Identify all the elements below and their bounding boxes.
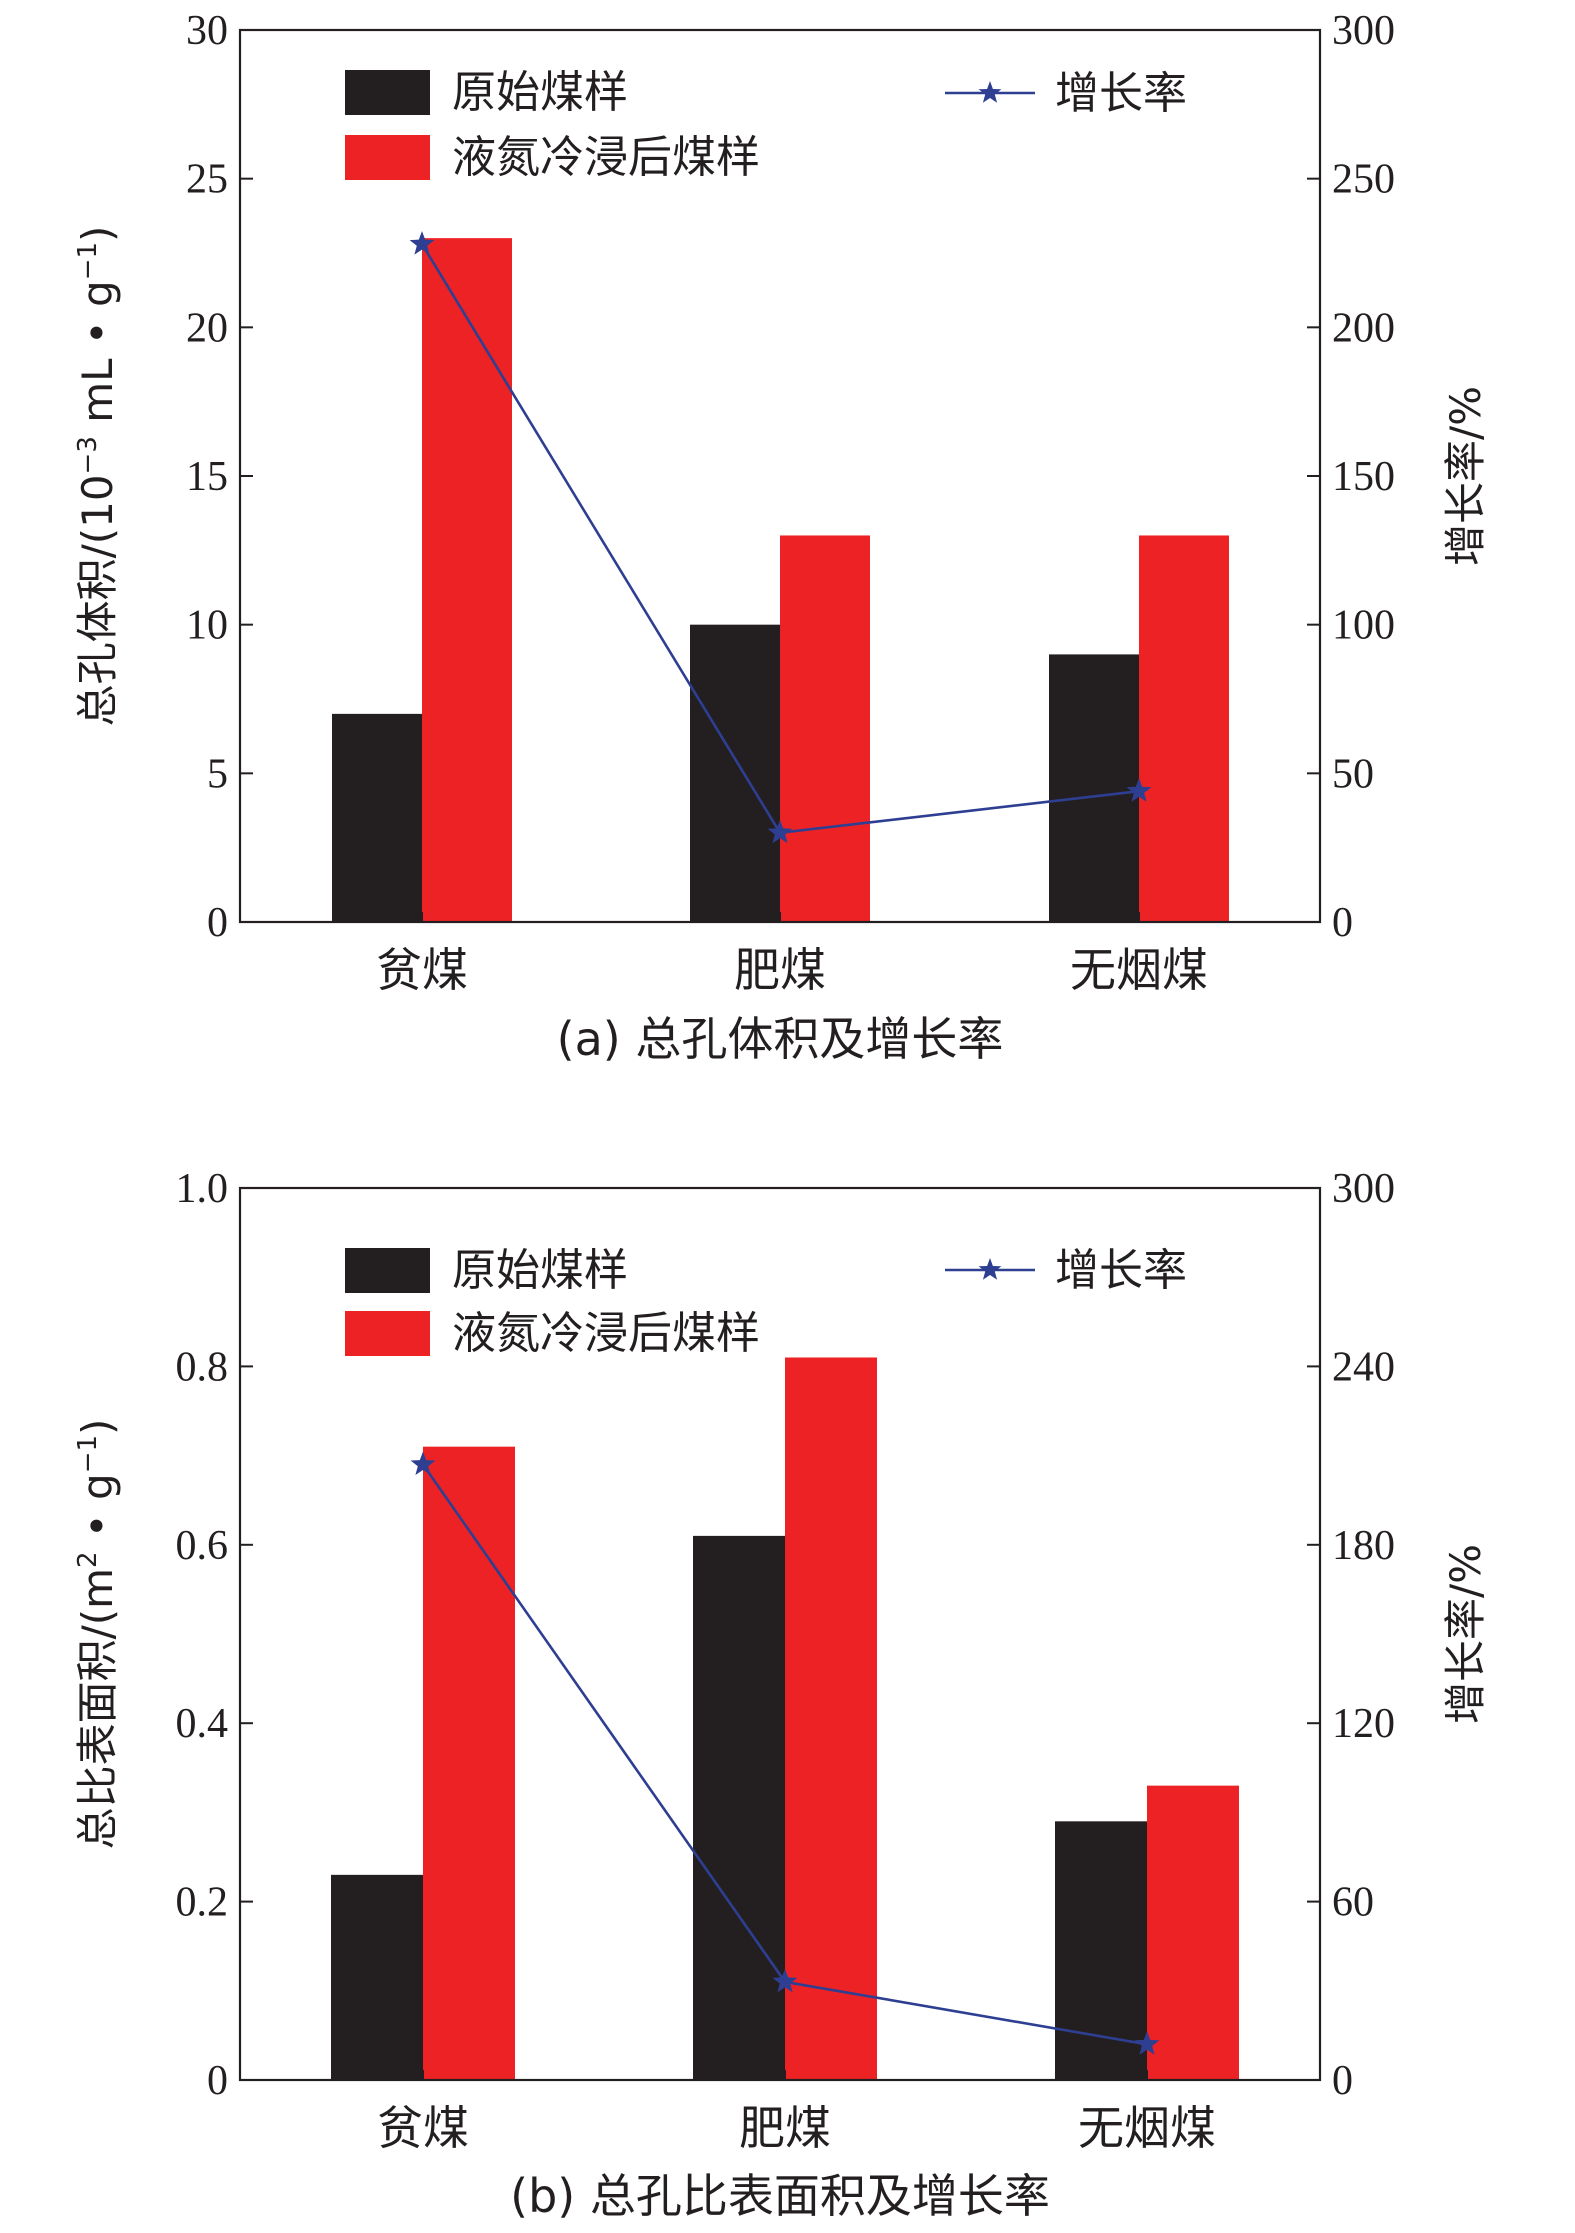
bar-treated-0: [422, 238, 512, 923]
legend-marker-growth: [978, 1258, 1002, 1280]
y-tick-label-1: 5: [207, 751, 228, 797]
y-tick-label-6: 30: [186, 8, 228, 54]
legend-label-original: 原始煤样: [452, 67, 628, 118]
y2-tick-label-1: 60: [1332, 1880, 1374, 1926]
y2-axis-label: 增长率/%: [1441, 1544, 1490, 1724]
y2-tick-label-6: 300: [1332, 8, 1395, 54]
legend-swatch-original: [345, 70, 430, 115]
y2-tick-label-4: 240: [1332, 1344, 1395, 1390]
y-tick-label-3: 0.6: [176, 1523, 229, 1569]
legend-label-growth: 增长率: [1055, 68, 1187, 119]
y2-tick-label-0: 0: [1332, 900, 1353, 946]
y-axis-label: 总比表面积/(m2 • g−1): [73, 1419, 122, 1850]
bar-treated-2: [1139, 535, 1229, 922]
bar-treated-0: [423, 1446, 515, 2080]
growth-marker-1: [772, 1968, 798, 1993]
growth-marker-0: [409, 231, 435, 255]
y2-axis-label: 增长率/%: [1441, 386, 1490, 566]
y-axis-label: 总孔体积/(10−3 mL • g−1): [73, 226, 122, 727]
growth-marker-2: [1126, 778, 1152, 802]
chart-total-specific-surface-area: 0 0.2 0.4 0.6 0.8 1.0 0 60 120 180 240 300 贫煤 肥煤 无烟煤 总比…: [73, 1166, 1490, 2223]
x-tick-label-2: 无烟煤: [1078, 2101, 1216, 2155]
y2-tick-label-2: 120: [1332, 1701, 1395, 1747]
y-tick-label-4: 0.8: [176, 1344, 229, 1390]
x-tick-label-0: 贫煤: [377, 2101, 469, 2155]
y-tick-label-0: 0: [207, 2058, 228, 2104]
y-tick-label-3: 15: [186, 454, 228, 500]
y2-tick-label-3: 180: [1332, 1523, 1395, 1569]
y-tick-label-2: 10: [186, 603, 228, 649]
bar-original-2: [1049, 654, 1139, 922]
y2-tick-label-5: 250: [1332, 157, 1395, 203]
bar-treated-1: [780, 535, 870, 922]
y-tick-label-5: 25: [186, 157, 228, 203]
growth-marker-0: [410, 1451, 436, 1475]
legend-label-original: 原始煤样: [452, 1245, 628, 1296]
plot-frame: [238, 1186, 1322, 2082]
legend-swatch-treated: [345, 135, 430, 180]
y2-tick-label-0: 0: [1332, 2058, 1353, 2104]
growth-marker-2: [1134, 2031, 1160, 2055]
y2-tick-label-4: 200: [1332, 305, 1395, 351]
bar-original-1: [690, 624, 780, 922]
y-tick-label-2: 0.4: [176, 1701, 229, 1747]
y-tick-label-1: 0.2: [176, 1880, 229, 1926]
y2-tick-label-2: 100: [1332, 603, 1395, 649]
y2-tick-label-1: 50: [1332, 751, 1374, 797]
y-tick-label-5: 1.0: [176, 1166, 229, 1212]
y-tick-label-4: 20: [186, 305, 228, 351]
y-tick-label-0: 0: [207, 900, 228, 946]
bar-original-1: [693, 1535, 785, 2080]
bar-original-0: [332, 713, 422, 922]
y2-tick-label-5: 300: [1332, 1166, 1395, 1212]
chart-caption: (b) 总孔比表面积及增长率: [510, 2169, 1050, 2223]
x-tick-label-1: 肥煤: [739, 2101, 831, 2155]
legend-swatch-original: [345, 1248, 430, 1293]
legend-label-growth: 增长率: [1055, 1245, 1187, 1296]
bar-treated-1: [785, 1357, 877, 2080]
legend-label-treated: 液氮冷浸后煤样: [452, 1308, 760, 1359]
bar-treated-2: [1147, 1785, 1239, 2080]
legend-label-treated: 液氮冷浸后煤样: [452, 132, 760, 183]
legend-swatch-treated: [345, 1311, 430, 1356]
y2-tick-label-3: 150: [1332, 454, 1395, 500]
x-tick-label-1: 肥煤: [734, 943, 826, 997]
x-tick-label-0: 贫煤: [376, 943, 468, 997]
x-tick-label-2: 无烟煤: [1070, 943, 1208, 997]
legend-marker-growth: [978, 81, 1002, 103]
growth-marker-1: [767, 819, 793, 844]
bar-original-0: [331, 1874, 423, 2080]
chart-caption: (a) 总孔体积及增长率: [557, 1012, 1004, 1066]
